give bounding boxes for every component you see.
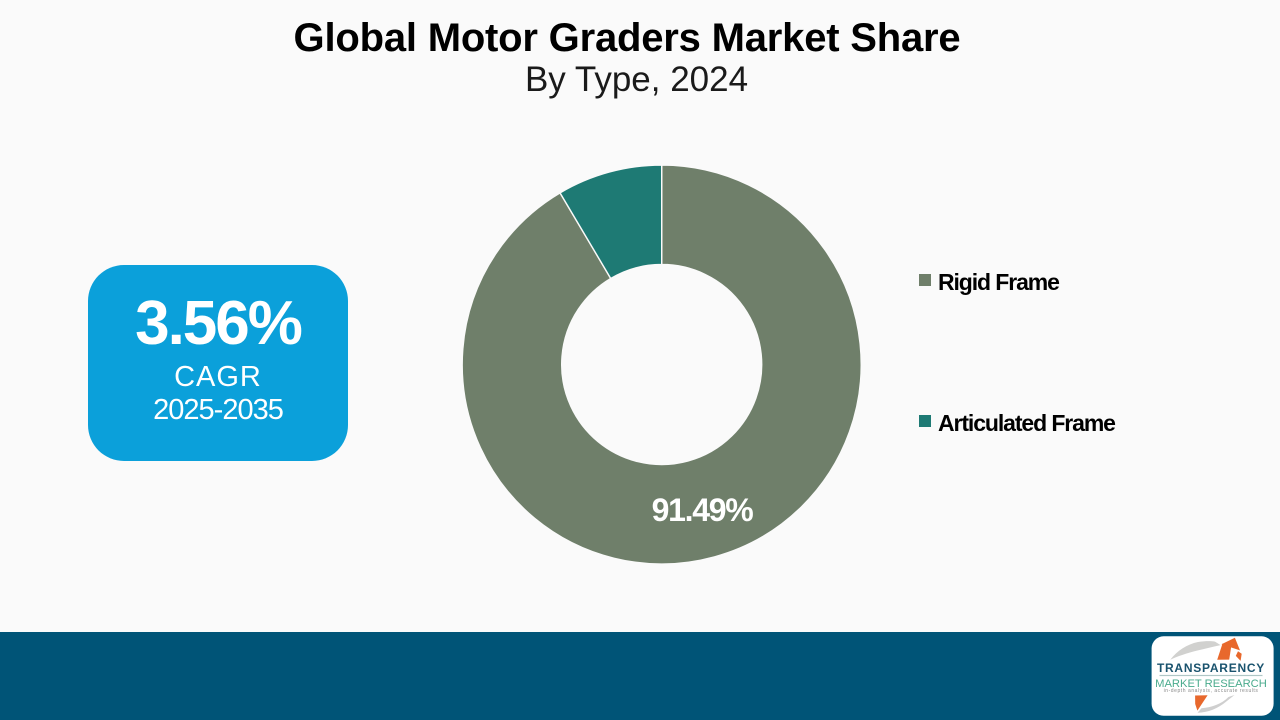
svg-text:in-depth analysis, accurate re: in-depth analysis, accurate results (1164, 688, 1259, 694)
svg-text:MARKET RESEARCH: MARKET RESEARCH (1155, 678, 1267, 690)
svg-text:TRANSPARENCY: TRANSPARENCY (1157, 661, 1265, 675)
svg-text:91.49%: 91.49% (652, 492, 754, 528)
